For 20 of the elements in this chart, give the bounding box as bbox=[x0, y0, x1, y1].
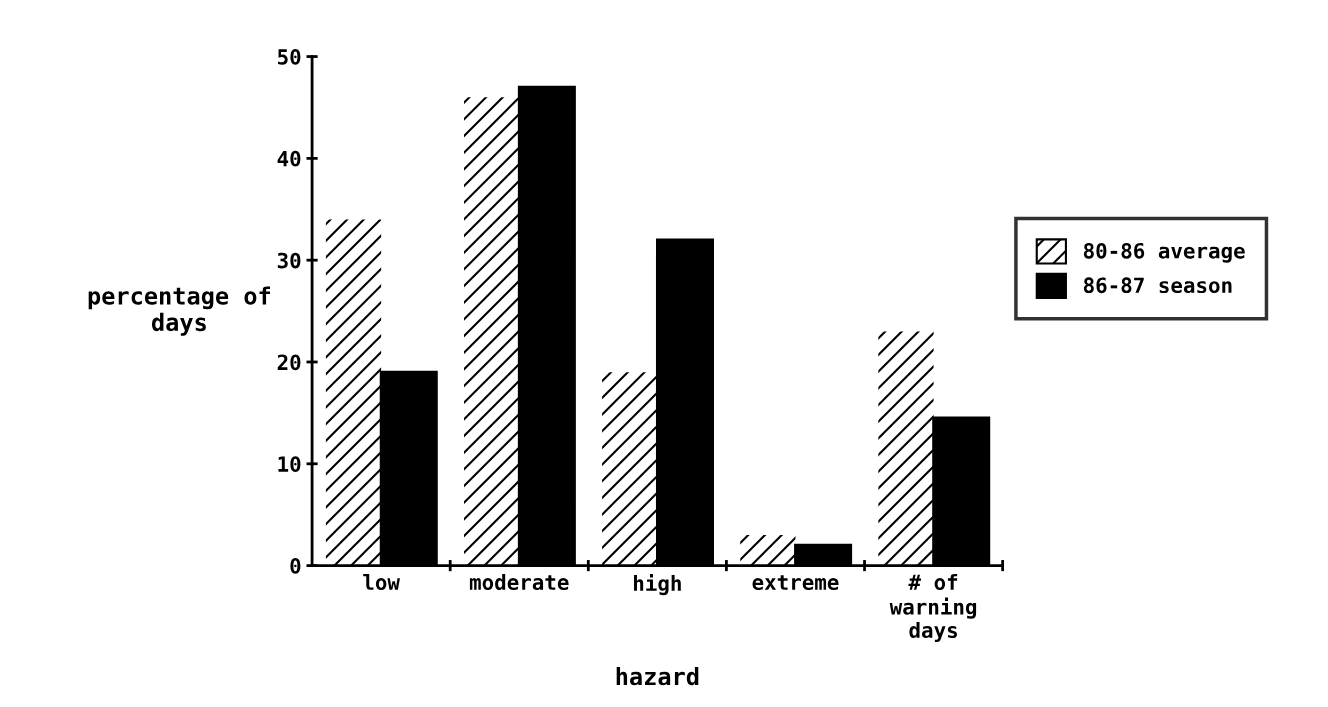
y-tick-label: 30 bbox=[277, 252, 301, 269]
bar bbox=[602, 372, 658, 566]
y-tick-label: 50 bbox=[278, 49, 301, 65]
legend-label: 86-87 season bbox=[1083, 277, 1232, 294]
bar bbox=[325, 219, 382, 566]
bar bbox=[878, 331, 934, 566]
y-tick-label: 40 bbox=[277, 150, 301, 167]
y-tick-label: 20 bbox=[277, 354, 301, 371]
bar bbox=[740, 535, 796, 566]
x-tick-label: extreme bbox=[752, 575, 839, 591]
bar bbox=[464, 97, 520, 566]
x-axis-title: hazard bbox=[616, 667, 699, 686]
y-axis-title: percentage of days bbox=[88, 286, 271, 336]
y-tick-label: 0 bbox=[290, 558, 301, 574]
x-tick-label: # of warning days bbox=[889, 573, 977, 643]
y-tick-label: 10 bbox=[278, 456, 301, 472]
x-tick-label: low bbox=[363, 573, 400, 591]
x-tick-label: moderate bbox=[469, 573, 569, 591]
legend-label: 80-86 average bbox=[1083, 242, 1245, 263]
x-tick-label: high bbox=[634, 573, 681, 596]
